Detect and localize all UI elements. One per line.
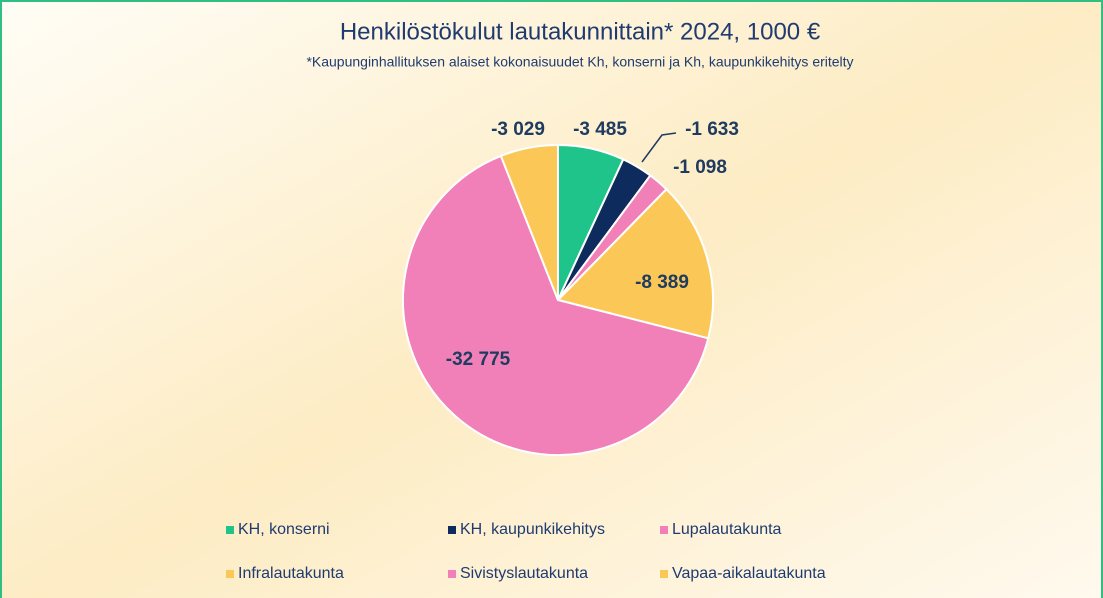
legend-swatch — [448, 526, 456, 534]
legend-label: Sivistyslautakunta — [460, 565, 588, 582]
legend-label: KH, konserni — [238, 521, 330, 538]
chart-title: Henkilöstökulut lautakunnittain* 2024, 1… — [340, 18, 821, 45]
pie-slice — [402, 154, 710, 456]
chart-subtitle: *Kaupunginhallituksen alaiset kokonaisuu… — [306, 54, 853, 70]
legend-swatch — [660, 570, 668, 578]
legend-label: Vapaa-aikalautakunta — [672, 565, 826, 582]
pie-slice — [499, 143, 559, 301]
data-label: -32 775 — [446, 349, 511, 370]
legend-label: Infralautakunta — [238, 565, 344, 582]
leader-line — [641, 132, 677, 163]
legend-swatch — [448, 570, 456, 578]
pie-slice — [556, 187, 714, 340]
legend-swatch — [226, 570, 234, 578]
data-label: -1 098 — [673, 157, 727, 178]
data-label: -8 389 — [635, 272, 689, 293]
legend-swatch — [660, 526, 668, 534]
legend-swatch — [226, 526, 234, 534]
legend-label: Lupalautakunta — [672, 521, 782, 538]
legend-label: KH, kaupunkikehitys — [460, 521, 605, 538]
data-label: -1 633 — [685, 119, 739, 140]
data-label: -3 485 — [573, 119, 627, 140]
data-label: -3 029 — [491, 119, 545, 140]
